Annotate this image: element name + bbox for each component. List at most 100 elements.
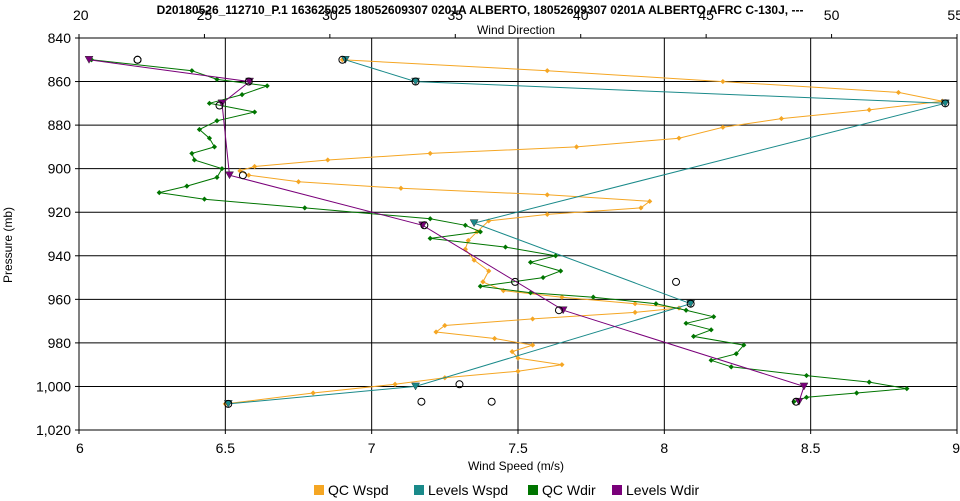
qc-wdir-point: [540, 274, 546, 281]
qc-wdir-point: [427, 235, 433, 241]
open-circle-marker: [672, 277, 681, 286]
qc-wspd-point: [515, 368, 521, 374]
qc-wdir-point: [302, 205, 308, 211]
open-circle-marker: [455, 380, 464, 389]
qc-wdir-point: [191, 157, 197, 163]
qc-wspd-point: [465, 237, 471, 244]
x-tick-label: 7: [368, 440, 376, 456]
open-circle-marker: [420, 221, 429, 230]
qc-wdir-point: [239, 92, 245, 98]
qc-wspd-point: [398, 185, 404, 191]
open-circle-marker: [417, 397, 426, 406]
x2-tick-label: 45: [698, 7, 714, 23]
qc-wspd-point: [720, 78, 726, 85]
qc-wspd-point: [295, 179, 302, 185]
open-circle-marker: [686, 299, 695, 308]
open-circle-marker: [133, 55, 142, 64]
levels-wdir-point: [84, 56, 94, 64]
qc-wspd-point: [638, 205, 644, 211]
qc-wdir-point: [264, 83, 270, 89]
y-axis-label: Pressure (mb): [1, 207, 15, 283]
levels-wdir-point: [799, 382, 809, 391]
x-tick-label: 9: [952, 440, 960, 456]
x2-tick-label: 35: [447, 7, 463, 23]
qc-wspd-point: [778, 115, 784, 122]
qc-wspd-line: [225, 59, 943, 405]
qc-wdir-point: [206, 100, 213, 106]
x2-tick-label: 40: [573, 7, 589, 23]
x2-tick-label: 55: [947, 7, 960, 23]
qc-wdir-point: [462, 222, 468, 228]
qc-wspd-point: [509, 349, 515, 355]
qc-wdir-point: [214, 174, 220, 180]
x2-tick-label: 30: [322, 7, 338, 23]
qc-wdir-point: [477, 283, 483, 289]
legend-label: Levels Wdir: [626, 482, 699, 498]
qc-wspd-point: [530, 342, 536, 348]
levels-wdir-point: [558, 306, 568, 315]
qc-wdir-point: [803, 394, 810, 400]
x-tick-label: 8.5: [801, 440, 821, 456]
open-circle-marker: [215, 101, 224, 110]
qc-wdir-point: [711, 314, 717, 320]
qc-wdir-point: [527, 290, 534, 296]
legend-label: QC Wdir: [542, 482, 596, 498]
open-circle-marker: [338, 55, 347, 64]
levels-wdir-line: [88, 59, 805, 402]
qc-wdir-point: [558, 268, 564, 274]
qc-wdir-point: [211, 144, 218, 150]
qc-wdir-point: [741, 342, 747, 348]
qc-wdir-point: [708, 357, 714, 363]
levels-wspd-series: [223, 56, 950, 408]
open-circle-marker: [941, 99, 950, 108]
qc-wspd-point: [676, 135, 682, 141]
qc-wdir-point: [904, 386, 910, 392]
qc-wspd-point: [471, 257, 477, 263]
x2-tick-label: 25: [197, 7, 213, 23]
qc-wspd-point: [433, 329, 439, 335]
y-tick-label: 940: [48, 248, 72, 264]
qc-wspd-point: [252, 163, 258, 170]
y-tick-label: 860: [48, 74, 72, 90]
qc-wspd-point: [491, 335, 498, 342]
qc-wdir-point: [728, 364, 734, 370]
legend-label: Levels Wspd: [428, 482, 508, 498]
qc-wdir-point: [733, 351, 739, 357]
levels-wspd-point: [340, 56, 350, 64]
point-marker-layer: [133, 55, 950, 408]
qc-wspd-point: [544, 68, 550, 74]
legend-item-qc-wspd: QC Wspd: [314, 482, 389, 498]
qc-wdir-point: [477, 229, 483, 235]
y-tick-label: 980: [48, 335, 72, 351]
legend-swatch: [314, 485, 324, 495]
qc-wspd-point: [310, 390, 316, 396]
open-circle-marker: [411, 77, 420, 86]
top-axis-label: Wind Direction: [477, 23, 555, 37]
qc-wdir-point: [206, 135, 213, 141]
x2-tick-label: 20: [73, 7, 89, 23]
x-tick-label: 8: [660, 440, 668, 456]
open-circle-marker: [244, 77, 253, 86]
legend-swatch: [612, 485, 622, 495]
qc-wspd-point: [246, 172, 252, 178]
qc-wdir-point: [590, 294, 596, 300]
qc-wdir-point: [189, 68, 195, 74]
qc-wdir-point: [866, 379, 872, 385]
y-tick-label: 960: [48, 291, 72, 307]
qc-wdir-point: [201, 196, 208, 202]
qc-wdir-point: [691, 333, 697, 339]
y-tick-label: 880: [48, 117, 72, 133]
y-tick-label: 840: [48, 30, 72, 46]
qc-wspd-point: [632, 309, 638, 315]
qc-wspd-point: [544, 192, 550, 198]
qc-wdir-point: [214, 118, 220, 124]
qc-wdir-point: [854, 390, 860, 396]
qc-wdir-point: [791, 399, 797, 405]
levels-wdir-point: [794, 397, 804, 406]
qc-wdir-point: [683, 320, 689, 326]
chart-title: D20180526_112710_P.1 163625025 180526093…: [157, 3, 804, 17]
legend-item-qc-wdir: QC Wdir: [528, 482, 596, 498]
qc-wspd-point: [895, 89, 902, 96]
y-tick-label: 1,000: [36, 378, 71, 394]
legend-item-levels-wspd: Levels Wspd: [414, 482, 508, 498]
